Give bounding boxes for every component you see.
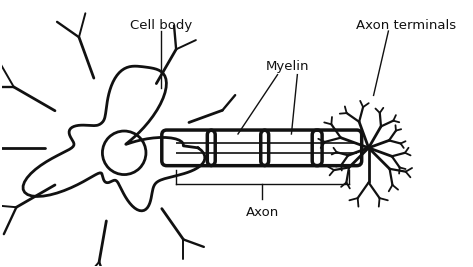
Text: Myelin: Myelin bbox=[266, 60, 309, 73]
Text: Axon: Axon bbox=[245, 206, 279, 219]
Text: Axon terminals: Axon terminals bbox=[356, 19, 456, 32]
Text: Cell body: Cell body bbox=[130, 19, 192, 32]
